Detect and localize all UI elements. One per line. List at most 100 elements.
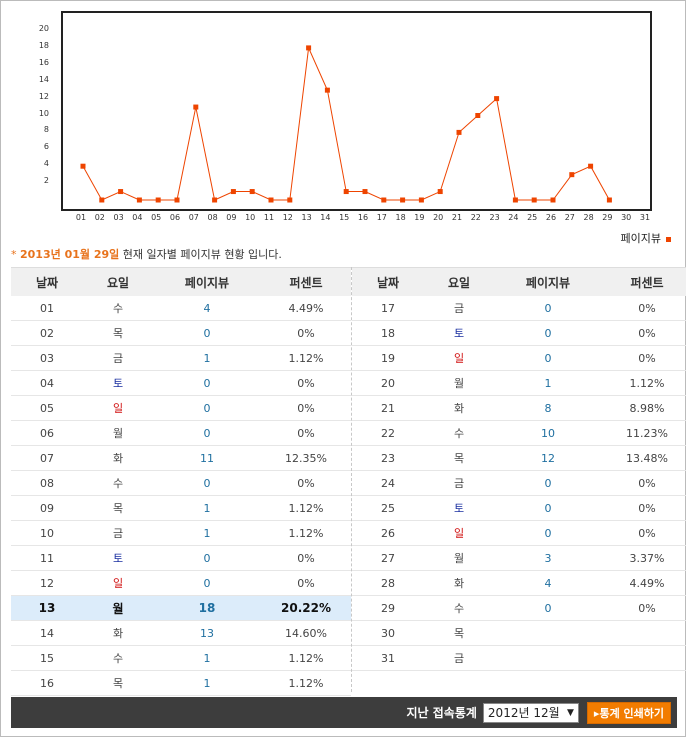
cell-date: 09 <box>40 501 54 515</box>
x-tick-label: 17 <box>376 213 387 222</box>
y-tick-label: 12 <box>38 91 49 101</box>
cell-day: 일 <box>112 402 124 415</box>
table-row: 21 화 8 8.98% <box>352 396 686 421</box>
x-tick-label: 21 <box>451 213 463 222</box>
cell-percent: 0% <box>297 326 315 340</box>
x-tick-label: 27 <box>564 213 575 222</box>
data-point <box>230 189 236 195</box>
x-tick-label: 01 <box>75 213 87 222</box>
cell-date: 26 <box>381 526 395 540</box>
table-row: 12 일 0 0% <box>11 571 351 596</box>
table-row: 22 수 10 11.23% <box>352 421 686 446</box>
data-point <box>512 197 518 203</box>
y-tick-label: 16 <box>38 57 49 67</box>
bottom-toolbar: 지난 접속통계 2012년 12월 ▼ ▸통계 인쇄하기 <box>11 697 677 728</box>
table-row: 02 목 0 0% <box>11 321 351 346</box>
y-tick-label: 14 <box>38 74 49 84</box>
table-row: 17 금 0 0% <box>352 296 686 321</box>
cell-percent: 13.48% <box>626 451 668 465</box>
chart-svg <box>80 45 612 203</box>
data-point <box>306 45 312 51</box>
x-tick-label: 30 <box>621 213 632 222</box>
cell-date: 11 <box>40 551 54 565</box>
cell-percent: 1.12% <box>288 351 324 365</box>
cell-day: 목 <box>453 452 465 465</box>
cell-percent: 0% <box>297 401 315 415</box>
caption-star: * <box>11 248 17 261</box>
table-header: 날짜 요일 페이지뷰 퍼센트 <box>11 267 351 296</box>
x-tick-label: 18 <box>395 213 406 222</box>
cell-views: 8 <box>544 401 552 415</box>
cell-date: 23 <box>381 451 395 465</box>
print-stats-button[interactable]: ▸통계 인쇄하기 <box>586 701 671 724</box>
cell-views: 3 <box>544 551 552 565</box>
x-tick-label: 31 <box>639 213 651 222</box>
cell-views: 18 <box>198 601 216 615</box>
cell-views: 0 <box>203 376 211 390</box>
cell-views: 0 <box>544 351 552 365</box>
table-row: 19 일 0 0% <box>352 346 686 371</box>
cell-percent: 1.12% <box>288 526 324 540</box>
data-point <box>437 189 443 195</box>
cell-views: 0 <box>544 326 552 340</box>
legend-label: 페이지뷰 <box>620 232 661 245</box>
cell-views: 0 <box>203 551 211 565</box>
data-point <box>343 189 349 195</box>
month-select[interactable]: 2012년 12월 ▼ <box>482 702 579 723</box>
cell-day: 월 <box>453 377 465 390</box>
cell-percent: 0% <box>638 326 656 340</box>
data-point <box>588 163 594 169</box>
cell-percent: 0% <box>638 476 656 490</box>
cell-views: 0 <box>203 426 211 440</box>
table-row: 03 금 1 1.12% <box>11 346 351 371</box>
cell-day: 수 <box>453 427 465 440</box>
cell-day: 화 <box>112 627 124 640</box>
legend-swatch <box>666 236 671 242</box>
cell-day: 화 <box>453 402 465 415</box>
cell-day: 목 <box>112 502 124 515</box>
cell-day: 일 <box>453 527 465 540</box>
cell-day: 토 <box>112 552 124 565</box>
data-point <box>324 87 330 93</box>
cell-percent: 14.60% <box>285 626 327 640</box>
cell-date: 04 <box>40 376 54 390</box>
cell-percent: 1.12% <box>629 376 665 390</box>
y-tick-label: 10 <box>38 108 49 118</box>
cell-day: 목 <box>112 327 124 340</box>
header-views: 페이지뷰 <box>525 275 571 290</box>
data-point <box>212 197 218 203</box>
table-row: 15 수 1 1.12% <box>11 646 351 671</box>
cell-views: 0 <box>203 576 211 590</box>
x-tick-label: 24 <box>508 213 519 222</box>
data-point <box>287 197 293 203</box>
table-row: 11 토 0 0% <box>11 546 351 571</box>
table-row: 10 금 1 1.12% <box>11 521 351 546</box>
header-percent: 퍼센트 <box>289 275 323 290</box>
data-point <box>456 129 462 135</box>
table-row: 01 수 4 4.49% <box>11 296 351 321</box>
cell-date: 29 <box>381 601 395 615</box>
header-day: 요일 <box>106 275 130 290</box>
cell-date: 13 <box>38 601 56 615</box>
cell-percent: 0% <box>638 501 656 515</box>
cell-date: 03 <box>40 351 54 365</box>
cell-percent: 0% <box>297 551 315 565</box>
data-point <box>249 189 255 195</box>
pageview-chart <box>61 11 652 211</box>
table-row: 16 목 1 1.12% <box>11 671 351 696</box>
table-row: 13 월 18 20.22% <box>11 596 351 621</box>
cell-day: 금 <box>453 302 465 315</box>
data-point <box>550 197 556 203</box>
cell-views: 0 <box>544 526 552 540</box>
chart-legend: 페이지뷰 <box>621 230 671 246</box>
cell-percent: 0% <box>297 376 315 390</box>
cell-day: 금 <box>112 352 124 365</box>
x-tick-label: 13 <box>301 213 312 222</box>
x-tick-label: 09 <box>226 213 237 222</box>
x-tick-label: 19 <box>414 213 425 222</box>
cell-day: 수 <box>112 477 124 490</box>
cell-day: 일 <box>112 577 124 590</box>
cell-date: 19 <box>381 351 395 365</box>
data-point <box>362 189 368 195</box>
